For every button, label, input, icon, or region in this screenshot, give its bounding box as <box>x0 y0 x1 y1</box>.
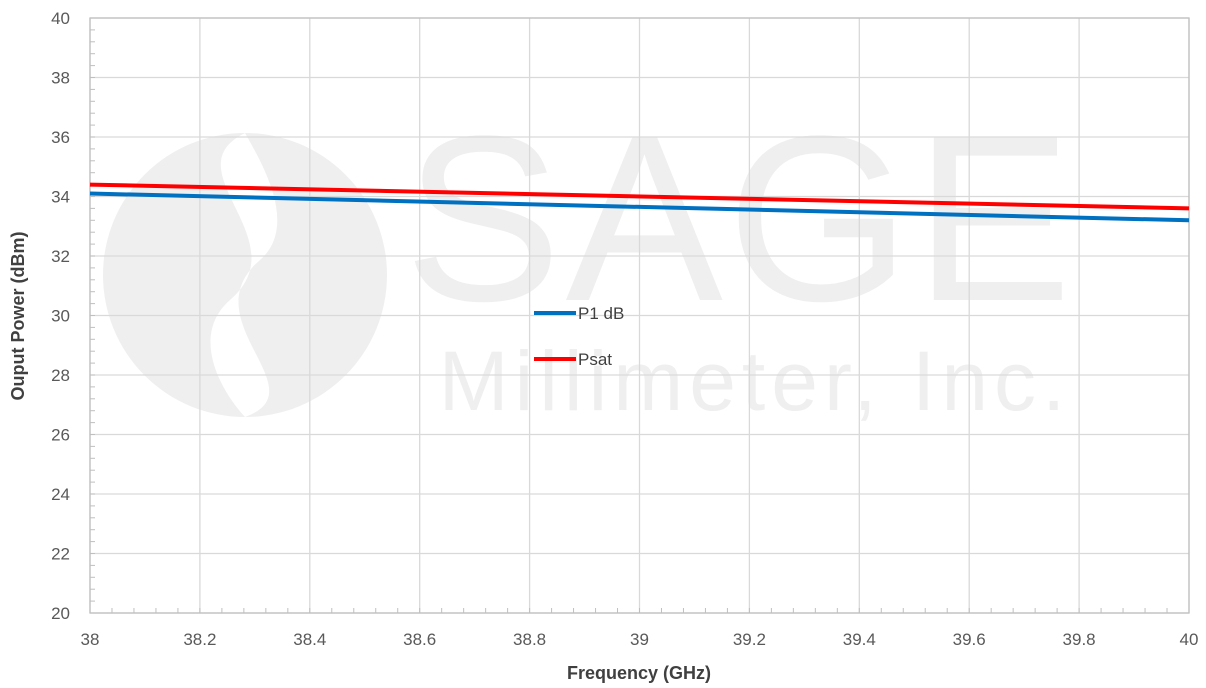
series-line-psat <box>89 182 1190 211</box>
y-tick-label: 38 <box>51 69 70 88</box>
y-axis-tick-labels: 20 22 24 26 28 30 32 34 36 38 40 <box>51 9 70 623</box>
plot-area <box>89 17 1190 614</box>
x-tick-label: 39.4 <box>843 630 876 649</box>
x-axis-tick-labels: 38 38.2 38.4 38.6 38.8 39 39.2 39.4 39.6 39.8 40 <box>81 630 1199 649</box>
y-tick-label: 24 <box>51 485 70 504</box>
sage-watermark: SAGE Millimeter, Inc. <box>103 87 1076 428</box>
y-tick-label: 22 <box>51 545 70 564</box>
x-tick-label: 38.4 <box>293 630 326 649</box>
y-tick-label: 32 <box>51 247 70 266</box>
y-tick-label: 30 <box>51 307 70 326</box>
y-tick-label: 20 <box>51 604 70 623</box>
plot-border <box>89 17 1190 614</box>
y-tick-label: 26 <box>51 426 70 445</box>
watermark-company-text: Millimeter, Inc. <box>439 334 1072 428</box>
x-tick-label: 40 <box>1180 630 1199 649</box>
x-tick-label: 38.6 <box>403 630 436 649</box>
sage-swirl-logo-icon <box>103 133 387 417</box>
legend-item-p1-db: P1 dB <box>534 304 624 323</box>
y-tick-label: 40 <box>51 9 70 28</box>
x-tick-label: 38.8 <box>513 630 546 649</box>
y-tick-label: 34 <box>51 188 70 207</box>
x-tick-label: 39 <box>630 630 649 649</box>
y-axis-title: Ouput Power (dBm) <box>8 232 28 401</box>
legend: P1 dB Psat <box>534 304 624 369</box>
legend-label: P1 dB <box>578 304 624 323</box>
x-tick-label: 39.8 <box>1063 630 1096 649</box>
x-axis-title: Frequency (GHz) <box>567 663 711 683</box>
series-line-p1-db <box>89 191 1190 223</box>
watermark-logo-text: SAGE <box>404 87 1076 351</box>
legend-label: Psat <box>578 350 612 369</box>
x-tick-label: 39.2 <box>733 630 766 649</box>
legend-item-psat: Psat <box>534 350 612 369</box>
x-tick-label: 38.2 <box>183 630 216 649</box>
x-tick-label: 38 <box>81 630 100 649</box>
series-layer <box>89 182 1190 223</box>
x-tick-label: 39.6 <box>953 630 986 649</box>
y-tick-label: 28 <box>51 366 70 385</box>
y-tick-label: 36 <box>51 128 70 147</box>
